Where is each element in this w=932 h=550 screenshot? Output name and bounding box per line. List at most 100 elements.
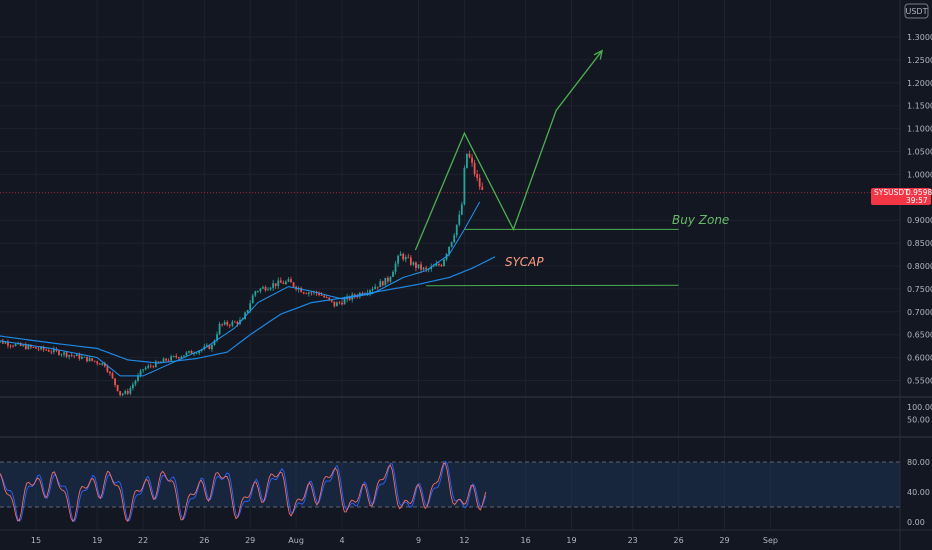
- candle-body: [132, 384, 134, 389]
- stoch-tick-label: 0.00: [907, 518, 925, 527]
- candle-body: [420, 264, 422, 270]
- candle-body: [73, 355, 76, 357]
- candle-body: [142, 369, 144, 371]
- candle-body: [195, 353, 198, 354]
- candle-body: [310, 292, 313, 294]
- candle-body: [86, 356, 88, 362]
- candle-body: [432, 265, 435, 267]
- candle-body: [205, 345, 208, 347]
- candle-body: [473, 162, 476, 175]
- candle-body: [481, 186, 484, 190]
- time-tick-label: 15: [31, 536, 41, 545]
- candle-body: [211, 344, 213, 350]
- candle-body: [1, 340, 4, 344]
- axes: 1.3000 1.2500 1.2000 1.1500 1.1000 1.0500 1.00…: [31, 33, 932, 545]
- candle-body: [244, 312, 246, 319]
- candle-body: [407, 257, 410, 258]
- candle-body: [330, 299, 333, 302]
- candle-body: [399, 253, 402, 256]
- candle-body: [249, 303, 252, 311]
- candle-body: [63, 352, 65, 355]
- currency-badge[interactable]: USDT: [904, 3, 929, 19]
- candle-body: [78, 354, 81, 359]
- buy-zone-label: Buy Zone: [672, 213, 729, 227]
- candle-body: [318, 293, 320, 295]
- candle-body: [234, 321, 236, 323]
- candle-body: [320, 294, 323, 296]
- candle-body: [468, 153, 471, 158]
- price-tag-countdown: 39:57: [906, 196, 928, 205]
- moving-averages: [0, 201, 496, 377]
- candle-body: [223, 321, 226, 325]
- candle-body: [302, 292, 305, 294]
- candle-body: [305, 293, 308, 295]
- time-tick-label: Sep: [763, 536, 778, 545]
- candle-body: [180, 356, 183, 359]
- price-tag-symbol: SYSUSDT: [874, 188, 909, 197]
- candle-body: [287, 279, 290, 282]
- candle-body: [440, 265, 443, 267]
- stoch-tick-label: 80.00: [907, 458, 930, 467]
- candle-body: [374, 286, 377, 289]
- candle-body: [338, 302, 341, 304]
- candle-body: [91, 358, 93, 361]
- candle-body: [246, 310, 249, 313]
- candle-body: [83, 356, 86, 358]
- candle-body: [88, 358, 91, 362]
- candle-body: [453, 235, 456, 243]
- candle-body: [172, 355, 175, 357]
- candle-body: [476, 174, 479, 179]
- candle-body: [307, 292, 310, 294]
- candle-body: [226, 321, 229, 325]
- candle-body: [430, 266, 433, 270]
- candle-body: [471, 157, 473, 163]
- candle-body: [213, 340, 216, 345]
- time-tick-label: 29: [245, 536, 255, 545]
- candle-body: [300, 287, 303, 293]
- candle-body: [165, 358, 167, 361]
- candle-body: [397, 255, 399, 264]
- time-tick-label: 9: [416, 536, 421, 545]
- price-tick-label: 1.1000: [907, 125, 932, 134]
- candle-body: [455, 224, 458, 236]
- candle-body: [81, 356, 83, 359]
- candle-body: [198, 350, 201, 354]
- candle-body: [216, 334, 218, 341]
- candle-body: [269, 287, 272, 290]
- candle-body: [93, 360, 96, 362]
- candle-body: [58, 350, 60, 355]
- candle-body: [24, 345, 27, 350]
- candle-body: [98, 363, 101, 365]
- candle-body: [193, 353, 195, 355]
- price-tick-label: 1.1500: [907, 102, 932, 111]
- time-tick-label: 23: [628, 536, 638, 545]
- candle-body: [218, 323, 221, 335]
- price-tick-label: 1.2500: [907, 56, 932, 65]
- candle-body: [22, 345, 25, 346]
- candle-body: [9, 345, 12, 347]
- candle-body: [384, 277, 387, 286]
- candle-body: [4, 342, 7, 344]
- candle-body: [259, 288, 262, 292]
- candle-body: [50, 351, 53, 353]
- candle-body: [162, 358, 165, 362]
- price-tag: SYSUSDT 0.9598 39:57: [871, 188, 932, 205]
- candle-body: [47, 350, 50, 352]
- candle-body: [272, 283, 275, 288]
- candle-body: [129, 388, 132, 394]
- candle-body: [45, 349, 48, 351]
- candle-body: [60, 354, 63, 356]
- candle-body: [170, 356, 173, 361]
- candle-body: [285, 281, 287, 284]
- candle-body: [376, 286, 379, 288]
- sycap-label: SYCAP: [505, 255, 544, 269]
- candle-body: [466, 153, 468, 168]
- candle-body: [254, 291, 257, 296]
- candle-body: [277, 280, 280, 287]
